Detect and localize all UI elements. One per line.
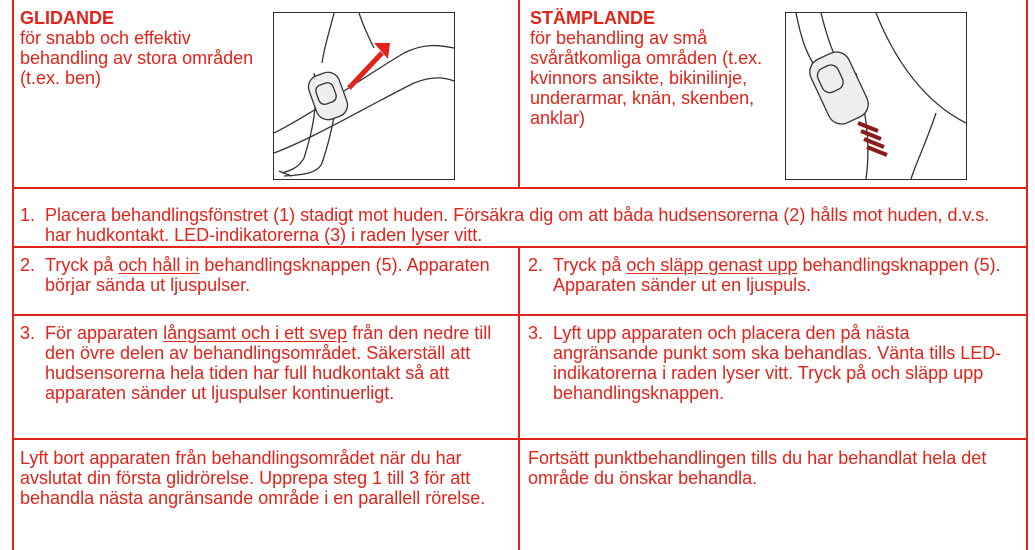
mode-description: för behandling av små svåråtkomliga områ… [530,28,763,128]
step: 3. För apparaten långsamt och i ett svep … [20,323,500,403]
illustration-gliding [273,12,455,180]
mode-cell: STÄMPLANDE för behandling av små svåråtk… [530,8,775,128]
mode-description: för snabb och effektiv behandling av sto… [20,28,254,88]
step-text: Tryck på och släpp genast upp behandling… [553,255,1018,295]
step-text-part: behandlings­knappen (5). Apparaten sände… [553,255,1001,295]
step-text-part: Tryck på [553,255,627,275]
border [12,246,1027,248]
step-number: 2. [20,255,36,275]
step-text-part: Tryck på [45,255,119,275]
underlined-text: långsamt och i ett svep [163,323,348,343]
underlined-text: och håll in [118,255,200,275]
step: 2. Tryck på och håll in behandlingsknappe… [20,255,500,295]
step-text: Tryck på och håll in behandlingsknappen … [45,255,500,295]
illustration-stamping [785,12,967,180]
step-text: För apparaten långsamt och i ett svep fr… [45,323,500,403]
mode-title: STÄMPLANDE [530,8,655,28]
border [12,187,1027,189]
border [1026,0,1028,550]
step: 3. Lyft upp apparaten och placera den på … [528,323,1018,403]
closing-text: Fortsätt punktbehandlingen tills du har … [528,448,987,488]
border [12,314,1027,316]
border [518,246,520,550]
step-text: Lyft upp apparaten och placera den på nä… [553,323,1018,403]
border [12,438,1027,440]
step-text-part: från den nedre till den övre delen av be… [45,323,492,403]
mode-cell: GLIDANDE för snabb och effektiv behandli… [20,8,260,88]
step-text: Placera behandlingsfönstret (1) stadigt … [45,205,990,245]
step: 2. Tryck på och släpp genast upp behandli… [528,255,1018,295]
illustration [795,12,967,180]
mode-title: GLIDANDE [20,8,114,28]
illustration [273,12,455,177]
step-text-part: Lyft upp apparaten och placera den på nä… [553,323,1002,403]
step-number: 2. [528,255,544,275]
underlined-text: och släpp genast upp [626,255,798,275]
common-step: 1. Placera behandlingsfönstret (1) stadi… [20,205,1020,245]
step-number: 3. [528,323,544,343]
step-number: 3. [20,323,36,343]
border [518,0,520,187]
step-text-part: För apparaten [45,323,164,343]
step-number: 1. [20,205,36,225]
step-text-part: behandlingsknappen (5). Apparaten börjar… [45,255,490,295]
closing-text: Lyft bort apparaten från behandlingsområ… [20,448,486,508]
border [12,0,14,550]
